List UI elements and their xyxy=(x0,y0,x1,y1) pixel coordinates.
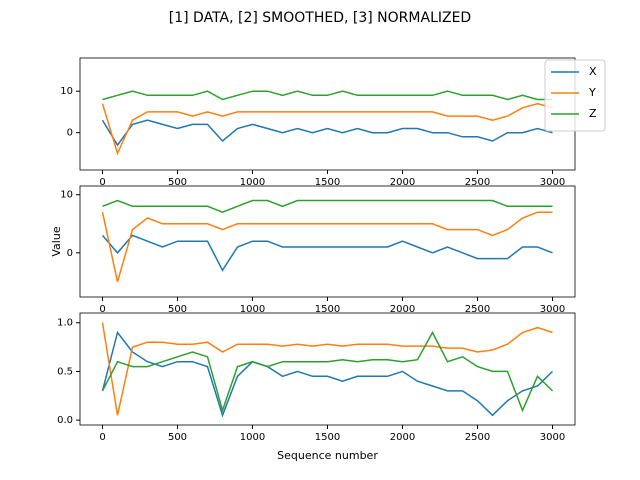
series-line xyxy=(101,119,553,147)
x-tick-label: 1500 xyxy=(315,177,340,188)
y-tick-label: 0.0 xyxy=(57,415,73,426)
x-axis-label: Sequence number xyxy=(277,449,378,462)
x-tick-label: 2000 xyxy=(390,432,415,443)
axes-frame xyxy=(79,185,576,298)
y-axis-label: Value xyxy=(50,226,63,256)
y-tick-label: 1.0 xyxy=(57,318,73,329)
x-tick-label: 0 xyxy=(99,177,105,188)
x-tick-label: 2500 xyxy=(465,304,490,315)
x-tick-label: 2500 xyxy=(465,432,490,443)
x-tick-label: 3000 xyxy=(540,432,565,443)
x-tick-label: 0 xyxy=(99,432,105,443)
legend-label: X xyxy=(589,65,597,78)
series-line xyxy=(101,211,553,283)
x-tick-label: 1000 xyxy=(240,177,265,188)
x-tick-label: 0 xyxy=(99,304,105,315)
y-tick-label: 0 xyxy=(67,248,73,259)
x-tick-label: 2500 xyxy=(465,177,490,188)
x-tick-label: 500 xyxy=(168,177,187,188)
series-line xyxy=(101,322,553,416)
x-tick-label: 500 xyxy=(168,432,187,443)
x-tick-label: 1000 xyxy=(240,304,265,315)
x-tick-label: 1500 xyxy=(315,304,340,315)
x-tick-label: 3000 xyxy=(540,177,565,188)
series-line xyxy=(101,102,553,156)
figure-title: [1] DATA, [2] SMOOTHED, [3] NORMALIZED xyxy=(169,10,471,26)
series-line xyxy=(101,234,553,272)
series-line xyxy=(102,199,553,214)
x-tick-label: 2000 xyxy=(390,177,415,188)
axes-frame xyxy=(79,57,576,171)
x-tick-label: 1500 xyxy=(315,432,340,443)
legend-label: Y xyxy=(588,86,596,99)
x-tick-label: 500 xyxy=(168,304,187,315)
series-line xyxy=(102,90,553,101)
y-tick-label: 10 xyxy=(60,190,73,201)
series-line xyxy=(101,330,554,418)
series-line xyxy=(101,330,554,413)
y-tick-label: 0 xyxy=(67,128,73,139)
axes-frame xyxy=(79,312,576,426)
x-tick-label: 1000 xyxy=(240,432,265,443)
y-tick-label: 10 xyxy=(60,86,73,97)
x-tick-label: 3000 xyxy=(540,304,565,315)
x-tick-label: 2000 xyxy=(390,304,415,315)
legend-label: Z xyxy=(589,107,597,120)
y-tick-label: 0.5 xyxy=(57,366,73,377)
